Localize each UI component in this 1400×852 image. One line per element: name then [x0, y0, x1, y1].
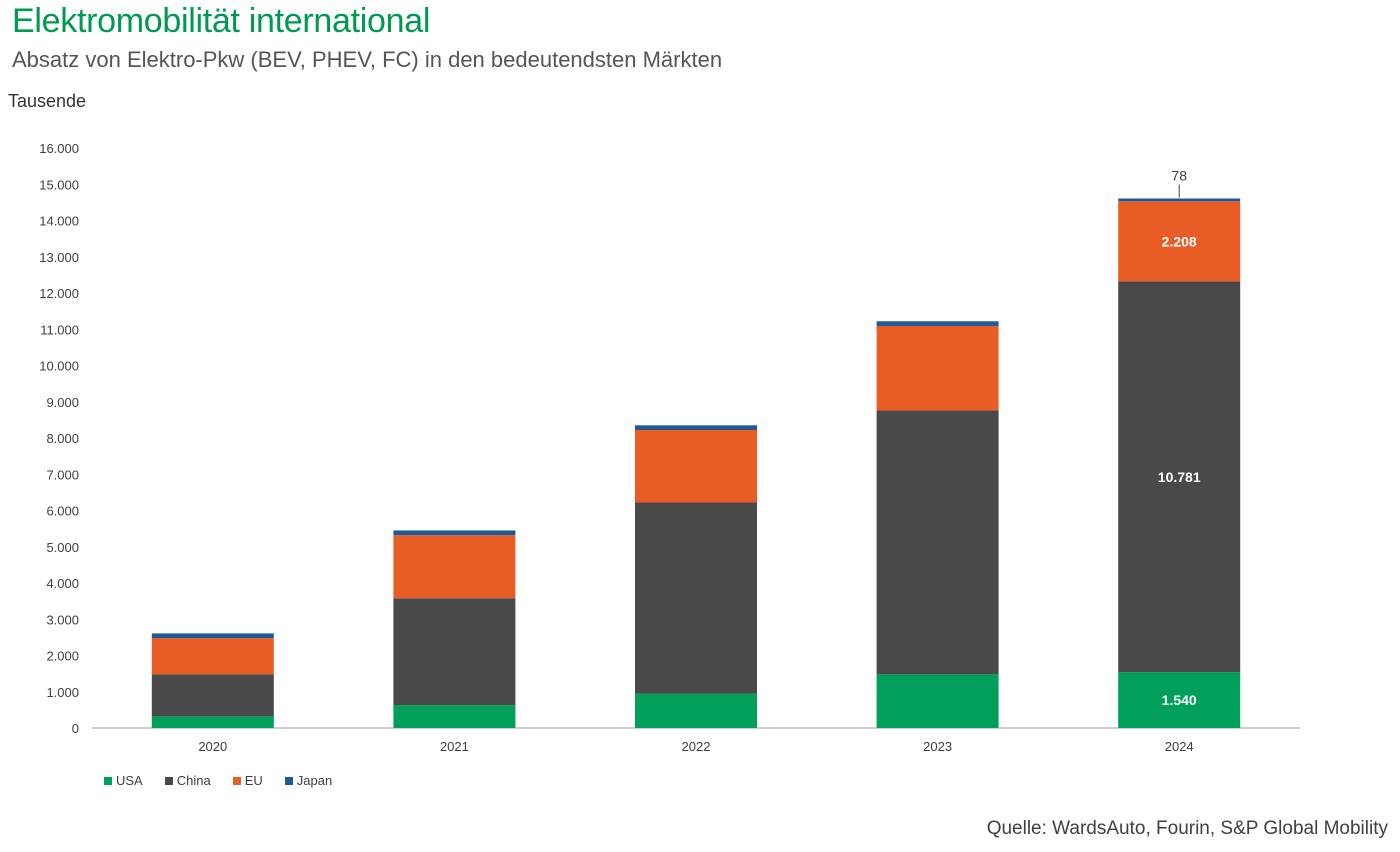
bar-eu-2022: [635, 430, 757, 503]
y-tick-label: 16.000: [39, 141, 79, 156]
bar-japan-2021: [393, 530, 516, 536]
legend-label: USA: [116, 773, 143, 788]
bar-china-2021: [393, 598, 516, 706]
y-tick-label: 15.000: [39, 177, 79, 192]
y-tick-label: 3.000: [46, 612, 79, 627]
chart-subtitle: Absatz von Elektro-Pkw (BEV, PHEV, FC) i…: [12, 47, 723, 72]
bar-usa-2021: [393, 705, 516, 728]
legend-swatch: [232, 776, 241, 785]
legend-item-china: China: [164, 773, 211, 788]
x-tick-label: 2021: [440, 739, 469, 754]
bar-japan-2023: [876, 321, 999, 326]
legend-item-japan: Japan: [284, 773, 333, 788]
y-tick-label: 10.000: [39, 359, 79, 374]
y-tick-label: 13.000: [39, 250, 79, 265]
y-tick-label: 4.000: [46, 576, 79, 591]
bar-japan-2024: [1118, 198, 1241, 202]
y-tick-label: 14.000: [39, 214, 79, 229]
bar-china-2023: [876, 410, 999, 675]
legend-swatch: [104, 776, 112, 785]
bar-china-2020: [151, 674, 274, 717]
bar-japan-2020: [151, 633, 274, 639]
bar-china-2024: [1118, 281, 1241, 673]
y-tick-label: 9.000: [46, 395, 79, 410]
legend-item-eu: EU: [232, 773, 263, 788]
bar-eu-2024: [1118, 201, 1241, 282]
x-tick-label: 2024: [1165, 739, 1194, 754]
x-tick-label: 2023: [923, 739, 952, 754]
x-tick-label: 2022: [682, 739, 711, 754]
bar-eu-2023: [876, 325, 999, 411]
legend-label: EU: [244, 773, 263, 788]
y-tick-label: 5.000: [46, 540, 79, 555]
y-tick-label: 12.000: [39, 286, 79, 301]
legend-label: China: [176, 773, 211, 788]
x-tick-label: 2020: [198, 739, 227, 754]
bar-china-2022: [635, 502, 757, 694]
legend-label: Japan: [296, 773, 333, 788]
bar-usa-2024: [1118, 672, 1241, 728]
bar-japan-2022: [635, 425, 757, 431]
y-tick-label: 2.000: [46, 649, 79, 664]
data-label-china-2024: 10.781: [1158, 469, 1201, 485]
source-note: Quelle: WardsAuto, Fourin, S&P Global Mo…: [986, 818, 1388, 839]
chart-title: Elektromobilität international: [12, 2, 431, 40]
bar-eu-2020: [151, 638, 274, 675]
data-label-japan-2024: 78: [1171, 167, 1187, 183]
bar-eu-2021: [393, 535, 516, 599]
y-axis-unit-label: Tausende: [8, 91, 87, 111]
legend-item-usa: USA: [104, 773, 143, 788]
bar-usa-2023: [876, 674, 999, 728]
chart-legend: USA China EU Japan: [104, 773, 332, 788]
y-tick-label: 6.000: [46, 504, 79, 519]
y-tick-label: 8.000: [46, 431, 79, 446]
y-tick-label: 7.000: [46, 467, 79, 482]
legend-swatch: [164, 776, 173, 785]
y-tick-label: 1.000: [46, 685, 79, 700]
bar-usa-2020: [151, 716, 274, 728]
legend-swatch: [284, 776, 293, 785]
y-tick-label: 0: [72, 721, 79, 736]
y-tick-label: 11.000: [40, 322, 79, 337]
data-label-usa-2024: 1.540: [1162, 692, 1197, 708]
data-label-eu-2024: 2.208: [1162, 233, 1197, 249]
bar-usa-2022: [635, 693, 757, 728]
